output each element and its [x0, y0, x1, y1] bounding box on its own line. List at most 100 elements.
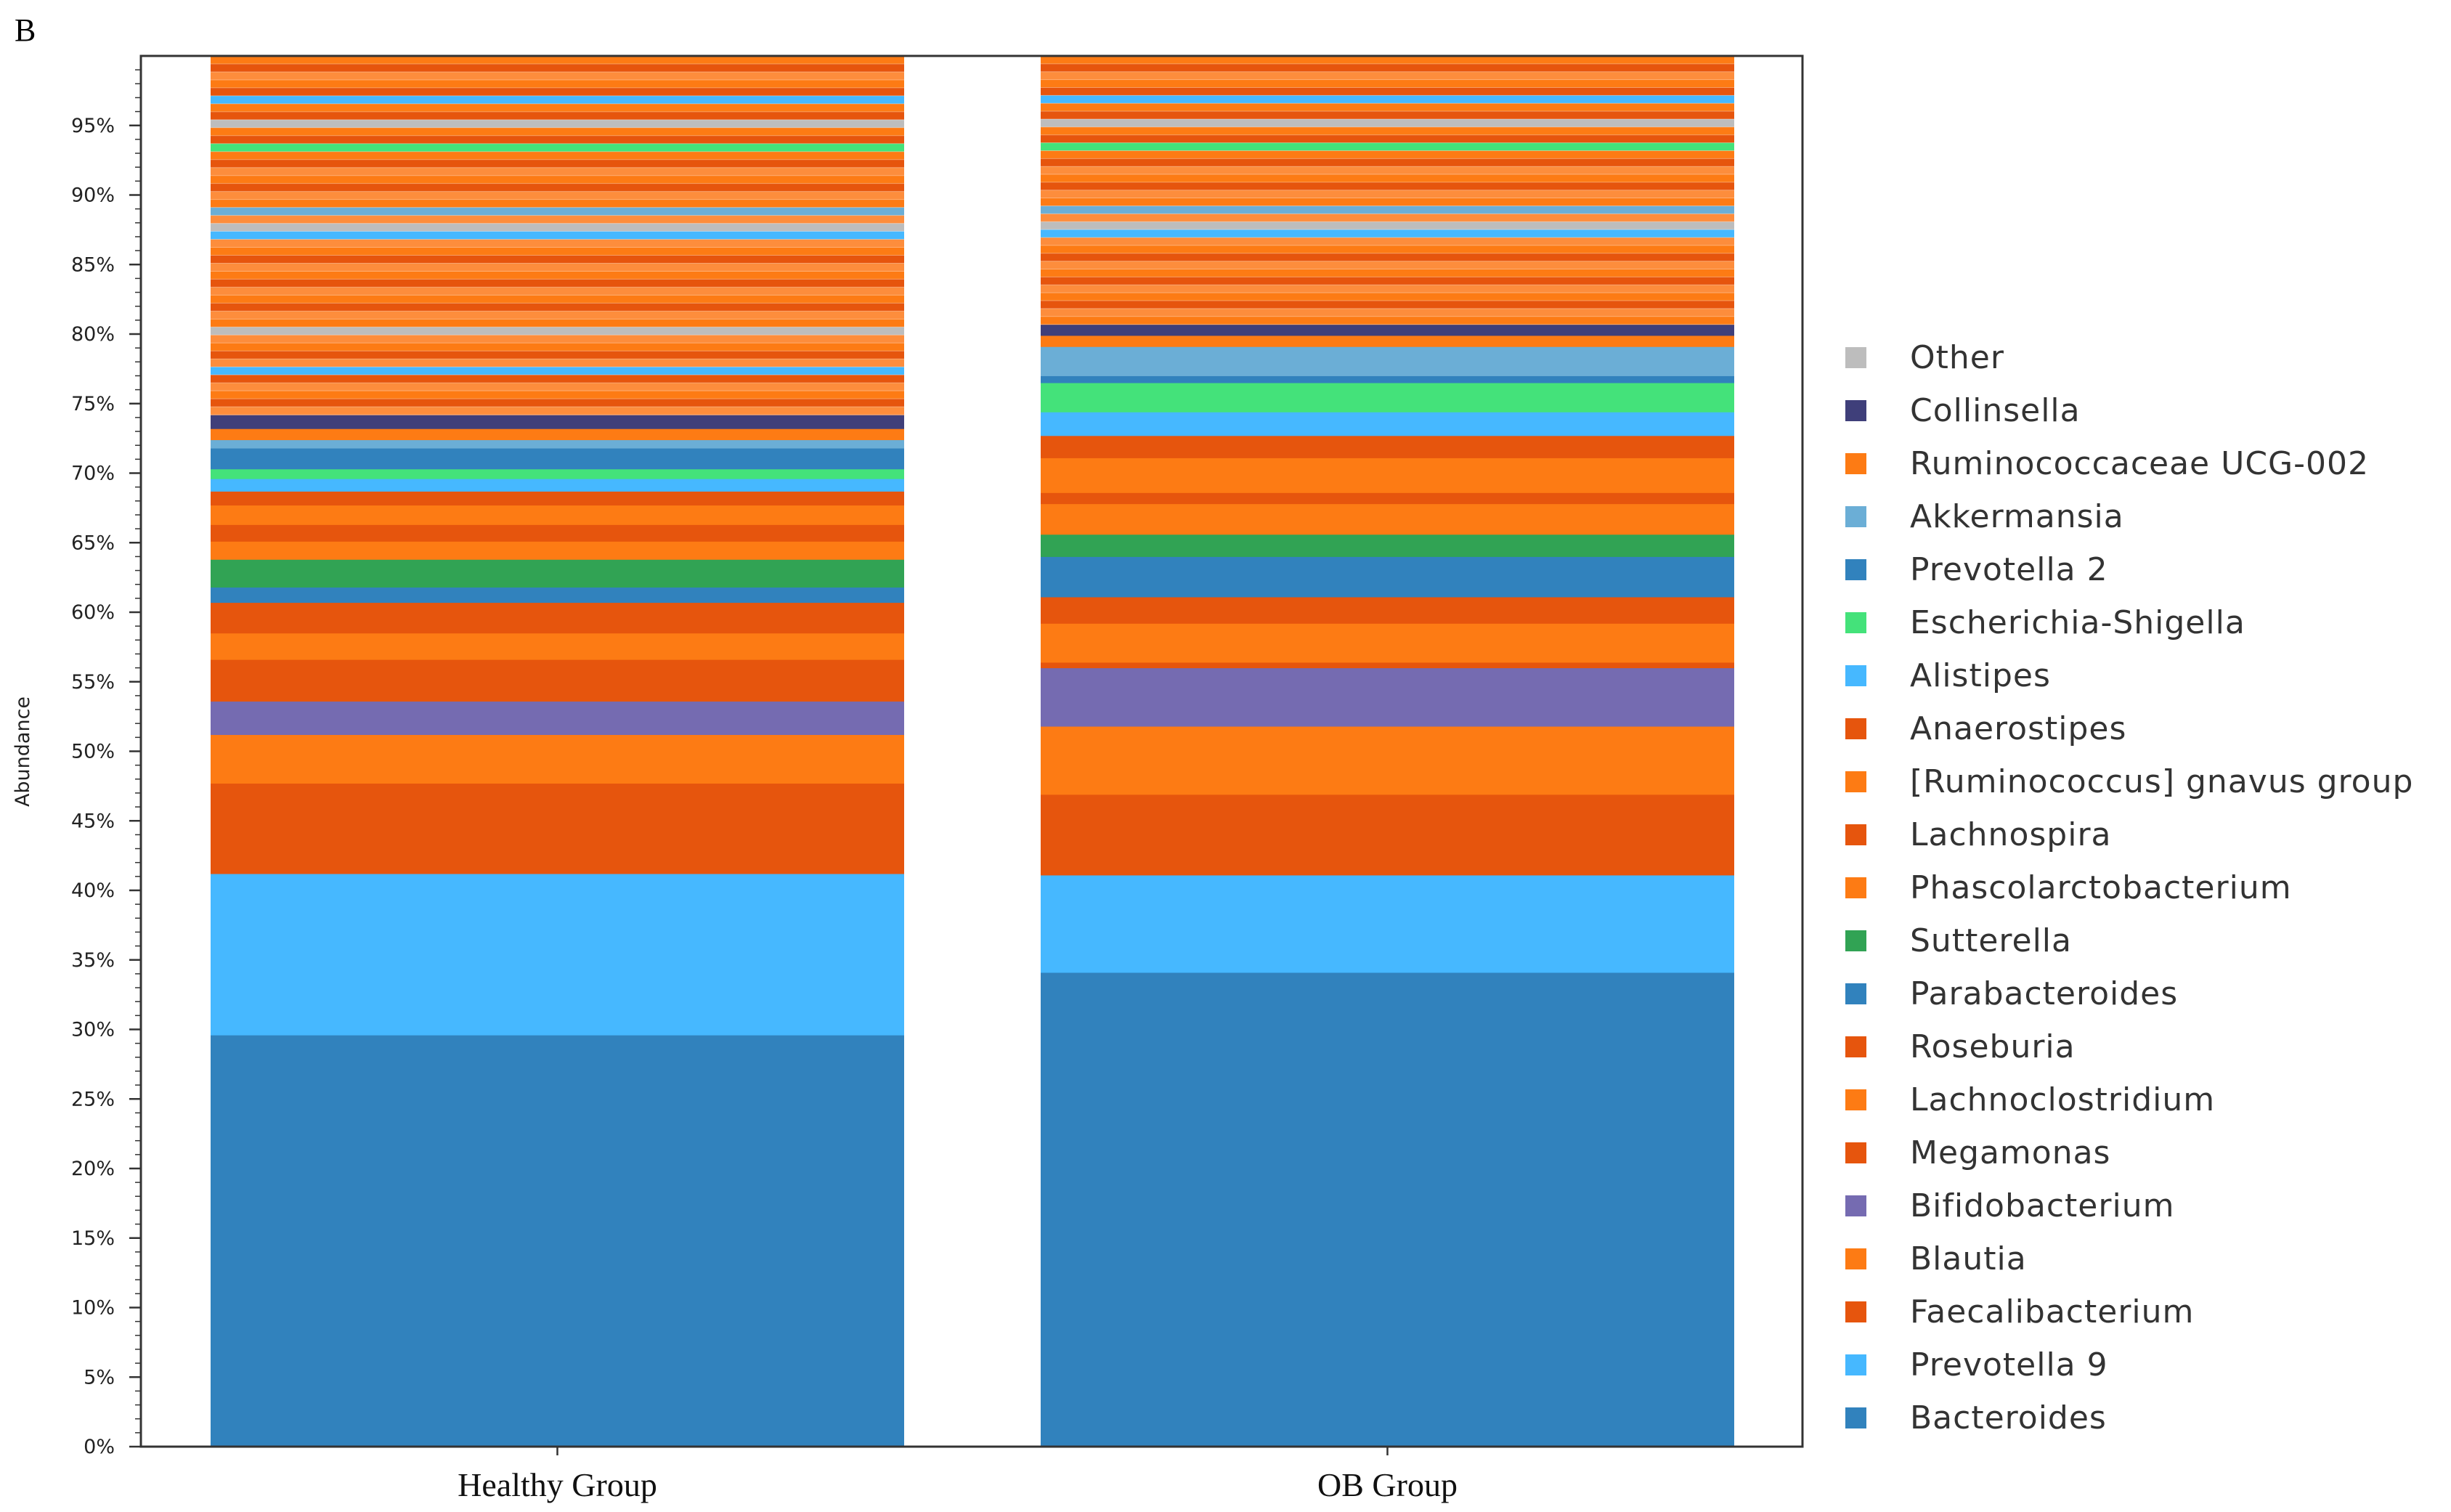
other-stripe — [211, 319, 904, 328]
y-tick-label: 55% — [71, 671, 115, 694]
other-stripe — [211, 223, 904, 232]
other-stripe — [211, 151, 904, 160]
y-tick-label: 65% — [71, 532, 115, 554]
legend-swatch — [1845, 665, 1866, 686]
bar-segment-ob-group-prevotella-9 — [1041, 874, 1734, 973]
x-tick-label: OB Group — [1317, 1466, 1458, 1503]
y-tick-label: 70% — [71, 463, 115, 485]
legend-item: Prevotella 2 — [1845, 551, 2108, 588]
other-stripe — [1041, 253, 1734, 262]
bar-segment-ob-group-escherichia-shigella — [1041, 383, 1734, 412]
y-tick-label: 75% — [71, 393, 115, 415]
other-stripe — [1041, 182, 1734, 191]
other-stripe — [211, 271, 904, 280]
other-stripe — [1041, 103, 1734, 112]
y-tick-label: 60% — [71, 601, 115, 624]
other-stripe — [1041, 198, 1734, 207]
other-stripe — [211, 399, 904, 407]
y-tick-label: 30% — [71, 1019, 115, 1041]
bar-segment-healthy-group-other — [211, 55, 904, 415]
legend-swatch — [1845, 612, 1866, 633]
legend-item: Other — [1845, 339, 2004, 376]
bar-segment-healthy-group-akkermansia — [211, 439, 904, 449]
other-stripe — [211, 287, 904, 296]
other-stripe — [1041, 229, 1734, 238]
legend-swatch — [1845, 1407, 1866, 1428]
bar-segment-ob-group-alistipes — [1041, 412, 1734, 436]
bar-segment-ob-group-ruminococcus-gnavus-group — [1041, 458, 1734, 493]
legend-swatch — [1845, 877, 1866, 898]
bar-segment-ob-group-akkermansia — [1041, 346, 1734, 376]
other-stripe — [1041, 245, 1734, 254]
legend-swatch — [1845, 1354, 1866, 1375]
bar-segment-ob-group-sutterella — [1041, 534, 1734, 557]
legend-label: Sutterella — [1910, 922, 2072, 959]
legend-label: Megamonas — [1910, 1134, 2110, 1171]
bar-segment-ob-group-megamonas — [1041, 662, 1734, 669]
legend-item: Prevotella 9 — [1845, 1346, 2108, 1383]
bar-segment-healthy-group-faecalibacterium — [211, 783, 904, 874]
other-stripe — [211, 207, 904, 216]
legend-item: Akkermansia — [1845, 498, 2124, 535]
bar-segment-ob-group-faecalibacterium — [1041, 794, 1734, 876]
other-stripe — [211, 191, 904, 200]
y-tick-label: 40% — [71, 879, 115, 902]
legend-item: Lachnospira — [1845, 816, 2112, 853]
bar-segment-ob-group-lachnoclostridium — [1041, 623, 1734, 663]
legend-swatch — [1845, 824, 1866, 845]
bar-segment-ob-group-lachnospira — [1041, 492, 1734, 505]
bar-segment-healthy-group-sutterella — [211, 559, 904, 588]
bar-segment-healthy-group-prevotella-9 — [211, 874, 904, 1036]
legend-item: Megamonas — [1845, 1134, 2110, 1171]
bar-segment-ob-group-parabacteroides — [1041, 556, 1734, 598]
legend-label: Phascolarctobacterium — [1910, 869, 2292, 906]
legend-item: Ruminococcaceae UCG-002 — [1845, 445, 2368, 482]
other-stripe — [211, 343, 904, 351]
legend-swatch — [1845, 400, 1866, 421]
y-tick-label: 35% — [71, 949, 115, 972]
bar-segment-healthy-group-alistipes — [211, 479, 904, 492]
legend-label: Prevotella 9 — [1910, 1346, 2108, 1383]
y-axis: 0% 5% 10% 15% 20% 25% 30% 35% 40% 45% 50% 55% 60% 65%… — [71, 56, 142, 1458]
other-stripe — [211, 367, 904, 375]
other-stripe — [211, 215, 904, 224]
legend-label: Lachnospira — [1910, 816, 2112, 853]
legend-item: Phascolarctobacterium — [1845, 869, 2292, 906]
other-stripe — [1041, 158, 1734, 167]
other-stripe — [211, 175, 904, 184]
legend-swatch — [1845, 1301, 1866, 1322]
legend-item: Bifidobacterium — [1845, 1187, 2174, 1224]
other-stripe — [211, 167, 904, 176]
other-stripe — [1041, 56, 1734, 65]
legend-label: Bifidobacterium — [1910, 1187, 2174, 1224]
other-stripe — [1041, 71, 1734, 81]
legend-label: Prevotella 2 — [1910, 551, 2108, 588]
other-stripe — [211, 231, 904, 240]
other-stripe — [211, 103, 904, 113]
bar-segment-ob-group-phascolarctobacterium — [1041, 503, 1734, 535]
legend-swatch — [1845, 930, 1866, 951]
other-stripe — [211, 239, 904, 248]
legend-label: Akkermansia — [1910, 498, 2124, 535]
legend-label: Blautia — [1910, 1240, 2027, 1277]
other-stripe — [211, 335, 904, 344]
other-stripe — [211, 407, 904, 415]
legend-item: Roseburia — [1845, 1028, 2075, 1065]
other-stripe — [211, 87, 904, 97]
y-tick-label: 95% — [71, 115, 115, 137]
y-tick-label: 85% — [71, 253, 115, 276]
legend-item: Bacteroides — [1845, 1399, 2106, 1436]
other-stripe — [1041, 95, 1734, 104]
other-stripe — [1041, 308, 1734, 317]
y-tick-label: 50% — [71, 741, 115, 763]
bar-segment-ob-group-collinsella — [1041, 324, 1734, 336]
other-stripe — [211, 143, 904, 153]
bar-segment-healthy-group-phascolarctobacterium — [211, 541, 904, 560]
other-stripe — [211, 199, 904, 208]
bar-segment-healthy-group-ruminococcaceae-ucg-002 — [211, 428, 904, 441]
legend-swatch — [1845, 347, 1866, 368]
legend-item: Lachnoclostridium — [1845, 1081, 2214, 1118]
bar-segment-healthy-group-bifidobacterium — [211, 701, 904, 736]
legend-label: Escherichia-Shigella — [1910, 604, 2245, 641]
